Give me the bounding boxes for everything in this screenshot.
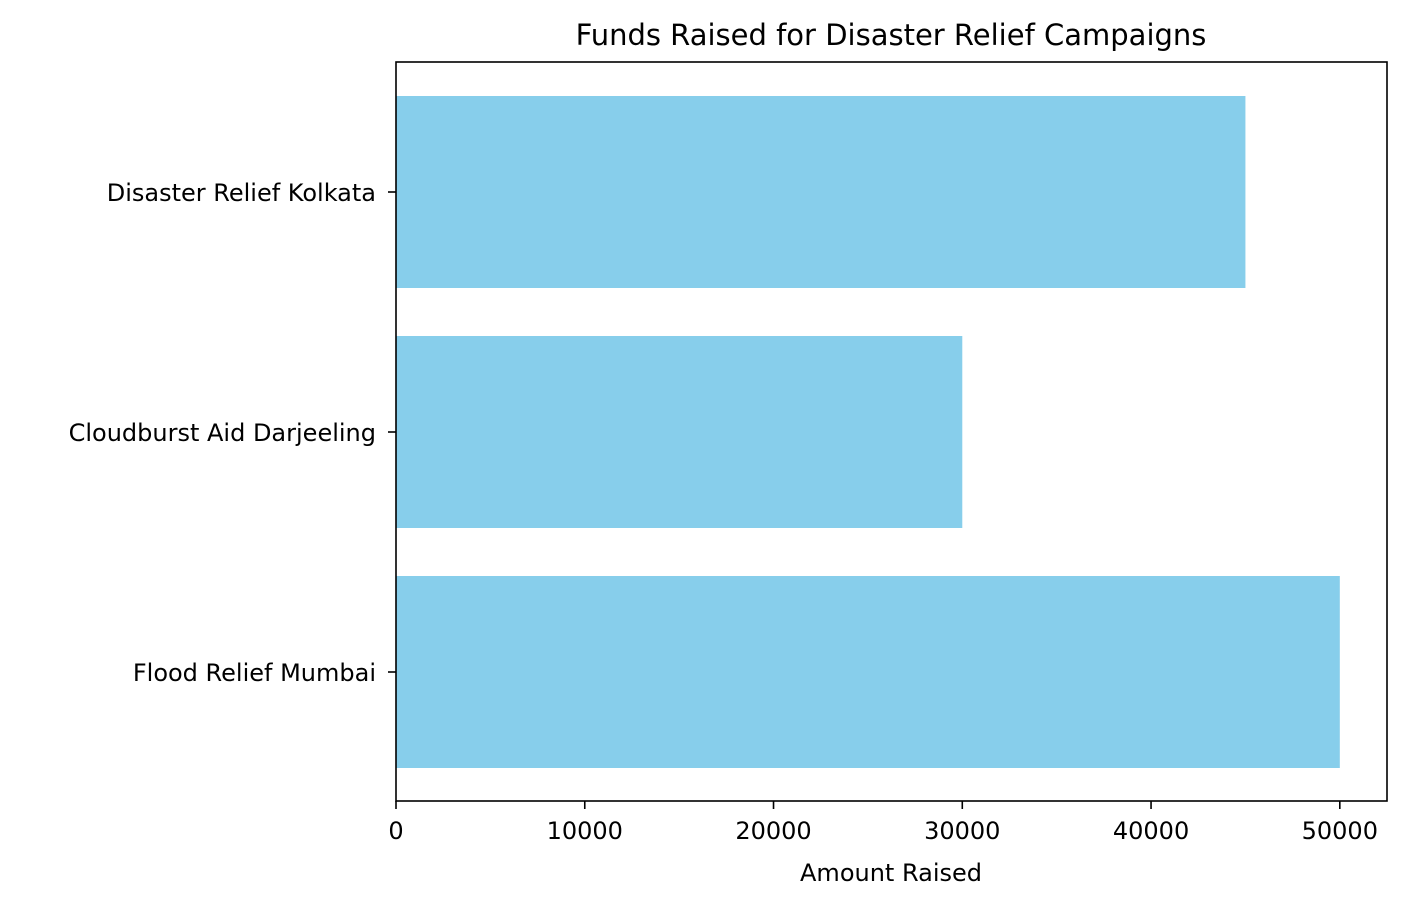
x-tick-label-5: 50000: [1302, 817, 1378, 845]
y-tick-label-0: Flood Relief Mumbai: [133, 659, 376, 687]
bar-2: [396, 96, 1246, 288]
plot-frame: [395, 61, 1388, 802]
y-tick-label-1: Cloudburst Aid Darjeeling: [69, 419, 376, 447]
chart-title: Funds Raised for Disaster Relief Campaig…: [576, 18, 1207, 52]
x-tick-label-0: 0: [388, 817, 403, 845]
y-axis-ticks: Flood Relief Mumbai Cloudburst Aid Darjee…: [69, 179, 396, 687]
x-axis-ticks: 0 10000 20000 30000 40000 50000: [388, 801, 1378, 845]
y-tick-label-2: Disaster Relief Kolkata: [107, 179, 376, 207]
x-tick-label-3: 30000: [924, 817, 1000, 845]
x-tick-label-2: 20000: [735, 817, 811, 845]
x-axis-label: Amount Raised: [800, 859, 982, 887]
bar-1: [396, 336, 963, 528]
x-tick-label-1: 10000: [547, 817, 623, 845]
bars-group: [396, 96, 1340, 768]
x-tick-label-4: 40000: [1113, 817, 1189, 845]
bar-0: [396, 576, 1340, 768]
